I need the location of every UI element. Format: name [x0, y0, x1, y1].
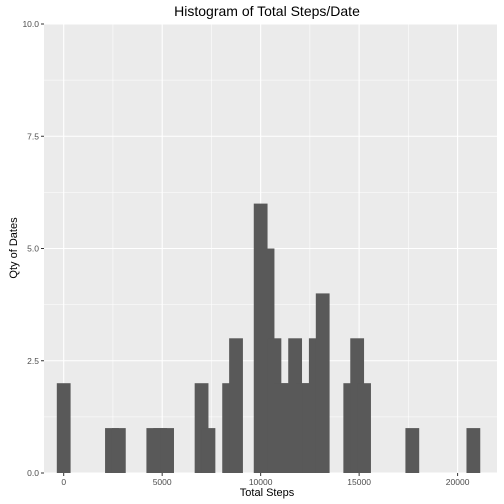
histogram-bar — [201, 428, 216, 473]
x-tick-label: 20000 — [446, 477, 470, 487]
histogram-bar — [315, 293, 330, 473]
y-axis-label: Qty of Dates — [8, 217, 20, 279]
chart-title: Histogram of Total Steps/Date — [174, 3, 360, 19]
y-tick-label: 7.5 — [27, 131, 39, 141]
y-axis: 0.0 2.5 5.0 7.5 10.0 — [22, 19, 44, 478]
x-tick-label: 10000 — [249, 477, 273, 487]
y-tick-label: 10.0 — [22, 19, 39, 29]
histogram-bar — [160, 428, 174, 473]
y-tick-label: 5.0 — [27, 244, 39, 254]
histogram-bar — [405, 428, 420, 473]
histogram-bar — [357, 383, 371, 473]
histogram-bar — [56, 383, 71, 473]
x-tick-label: 0 — [61, 477, 66, 487]
x-axis-label: Total Steps — [240, 487, 295, 499]
plot-area — [44, 23, 497, 474]
x-axis: 0 5000 10000 15000 20000 — [61, 473, 470, 487]
y-tick-label: 0.0 — [27, 468, 39, 478]
histogram-bar — [111, 428, 126, 473]
histogram-bar — [466, 428, 481, 473]
histogram-bars — [56, 203, 481, 473]
x-tick-label: 15000 — [347, 477, 371, 487]
y-tick-label: 2.5 — [27, 356, 39, 366]
x-tick-label: 5000 — [153, 477, 172, 487]
histogram-bar — [229, 338, 243, 473]
